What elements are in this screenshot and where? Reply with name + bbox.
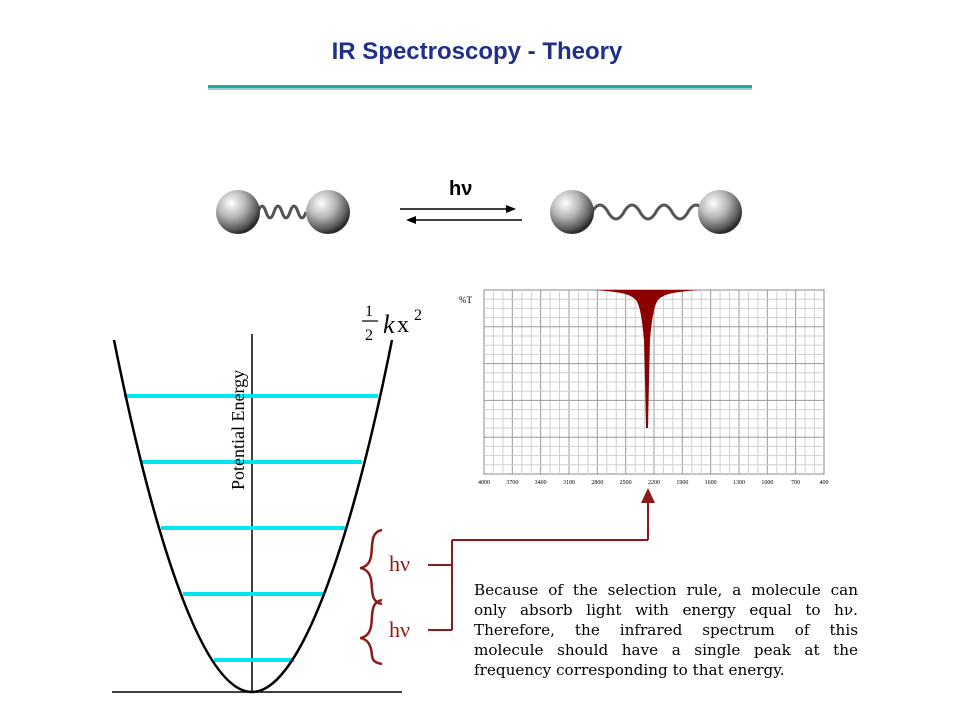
- transition-label-lower: hν: [389, 617, 410, 642]
- spectrum-tick-label: 3400: [535, 480, 547, 486]
- spectrum-tick-label: 1600: [705, 480, 717, 486]
- transition-label-upper: hν: [389, 551, 410, 576]
- stretched-spring: [590, 203, 706, 221]
- spectrum-grid: [484, 290, 824, 474]
- spectrum-tick-label: 2200: [648, 480, 660, 486]
- spectrum-tick-label: 4000: [478, 480, 490, 486]
- absorption-peak: [594, 290, 700, 428]
- spectrum-tick-label: 1300: [733, 480, 745, 486]
- percent-t-label: %T: [459, 295, 472, 305]
- title-underline: [208, 85, 752, 90]
- equation-denominator: 2: [365, 327, 373, 344]
- equation-exponent: 2: [414, 307, 422, 324]
- spectrum-tick-label: 2800: [591, 480, 603, 486]
- forward-arrow-head: [506, 205, 516, 213]
- caption-line-2: only absorb light with energy equal to h…: [474, 601, 858, 619]
- equation-x: x: [397, 312, 409, 338]
- spectrum-tick-label: 3100: [563, 480, 575, 486]
- lower-brace: [359, 598, 383, 666]
- spectrum-tick-label: 400: [820, 480, 829, 486]
- spectrum-tick-label: 2500: [620, 480, 632, 486]
- caption-line-1: Because of the selection rule, a molecul…: [474, 581, 858, 599]
- potential-energy-label: Potential Energy: [228, 370, 248, 490]
- caption-line-5: frequency corresponding to that energy.: [474, 661, 785, 679]
- spectrum-tick-label: 3700: [506, 480, 518, 486]
- atom-left-stretched: [550, 190, 594, 234]
- atom-right-stretched: [698, 190, 742, 234]
- spectrum-tick-label: 700: [791, 480, 800, 486]
- spectrum-tick-label: 1000: [761, 480, 773, 486]
- caption-text: Because of the selection rule, a molecul…: [474, 580, 858, 680]
- potential-curve: [112, 339, 394, 694]
- atom-left-compressed: [216, 190, 260, 234]
- spectrum-tick-labels: 4000 3700 3400 3100 2800 2500 2200 1900 1600 1300…: [478, 480, 829, 486]
- equation-numerator: 1: [365, 303, 373, 320]
- photon-label: hν: [449, 178, 473, 200]
- caption-line-3: Therefore, the infrared spectrum of this: [474, 621, 858, 639]
- upper-brace: [359, 528, 383, 606]
- compressed-spring: [256, 204, 308, 220]
- connector-arrow-head: [641, 488, 655, 503]
- spectrum-tick-label: 1900: [676, 480, 688, 486]
- page-title: IR Spectroscopy - Theory: [331, 38, 623, 65]
- reverse-arrow-head: [406, 216, 416, 224]
- atom-right-compressed: [306, 190, 350, 234]
- caption-line-4: molecule should have a single peak at th…: [474, 641, 858, 659]
- equation-k: k: [383, 310, 395, 339]
